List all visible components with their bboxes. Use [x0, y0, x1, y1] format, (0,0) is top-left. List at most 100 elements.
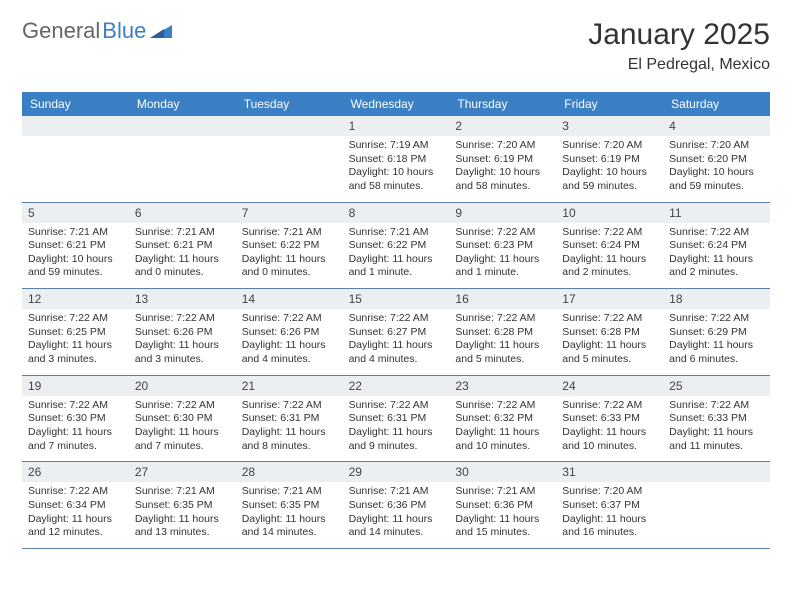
day-cell [22, 116, 129, 203]
dow-cell: Wednesday [343, 92, 450, 116]
day-details: Sunrise: 7:21 AMSunset: 6:22 PMDaylight:… [349, 226, 444, 281]
week-row: 5 Sunrise: 7:21 AMSunset: 6:21 PMDaylight… [22, 203, 770, 290]
page-header: GeneralBlue January 2025 El Pedregal, Me… [22, 18, 770, 74]
day-number: 28 [236, 462, 343, 482]
day-number: 2 [449, 116, 556, 136]
day-number: 14 [236, 289, 343, 309]
day-cell: 2 Sunrise: 7:20 AMSunset: 6:19 PMDaylight… [449, 116, 556, 203]
brand-triangle-icon [150, 18, 172, 44]
week-row: 19 Sunrise: 7:22 AMSunset: 6:30 PMDayligh… [22, 376, 770, 463]
day-details: Sunrise: 7:20 AMSunset: 6:19 PMDaylight:… [455, 139, 550, 194]
day-number: 13 [129, 289, 236, 309]
day-details: Sunrise: 7:21 AMSunset: 6:36 PMDaylight:… [455, 485, 550, 540]
brand-part1: General [22, 18, 100, 44]
day-number: 5 [22, 203, 129, 223]
day-number: 1 [343, 116, 450, 136]
day-number: 7 [236, 203, 343, 223]
day-cell: 16 Sunrise: 7:22 AMSunset: 6:28 PMDayligh… [449, 289, 556, 376]
day-details: Sunrise: 7:22 AMSunset: 6:26 PMDaylight:… [242, 312, 337, 367]
day-number: 8 [343, 203, 450, 223]
dow-cell: Friday [556, 92, 663, 116]
day-details: Sunrise: 7:22 AMSunset: 6:30 PMDaylight:… [28, 399, 123, 454]
day-details: Sunrise: 7:22 AMSunset: 6:33 PMDaylight:… [669, 399, 764, 454]
day-number: 29 [343, 462, 450, 482]
day-cell: 28 Sunrise: 7:21 AMSunset: 6:35 PMDayligh… [236, 462, 343, 549]
day-cell: 1 Sunrise: 7:19 AMSunset: 6:18 PMDaylight… [343, 116, 450, 203]
day-cell: 6 Sunrise: 7:21 AMSunset: 6:21 PMDaylight… [129, 203, 236, 290]
week-row: 1 Sunrise: 7:19 AMSunset: 6:18 PMDaylight… [22, 116, 770, 203]
brand-part2: Blue [102, 18, 146, 44]
day-cell: 11 Sunrise: 7:22 AMSunset: 6:24 PMDayligh… [663, 203, 770, 290]
day-number: 31 [556, 462, 663, 482]
day-number: 19 [22, 376, 129, 396]
week-row: 26 Sunrise: 7:22 AMSunset: 6:34 PMDayligh… [22, 462, 770, 549]
day-number [236, 116, 343, 136]
day-number [22, 116, 129, 136]
day-number: 27 [129, 462, 236, 482]
dow-cell: Monday [129, 92, 236, 116]
day-cell: 19 Sunrise: 7:22 AMSunset: 6:30 PMDayligh… [22, 376, 129, 463]
day-details: Sunrise: 7:22 AMSunset: 6:24 PMDaylight:… [669, 226, 764, 281]
day-number: 9 [449, 203, 556, 223]
day-cell: 9Sunrise: 7:22 AMSunset: 6:23 PMDaylight… [449, 203, 556, 290]
day-details: Sunrise: 7:21 AMSunset: 6:21 PMDaylight:… [135, 226, 230, 281]
day-details: Sunrise: 7:22 AMSunset: 6:24 PMDaylight:… [562, 226, 657, 281]
day-details: Sunrise: 7:22 AMSunset: 6:28 PMDaylight:… [455, 312, 550, 367]
day-cell: 7 Sunrise: 7:21 AMSunset: 6:22 PMDaylight… [236, 203, 343, 290]
day-number: 26 [22, 462, 129, 482]
day-cell: 13 Sunrise: 7:22 AMSunset: 6:26 PMDayligh… [129, 289, 236, 376]
calendar-grid: SundayMondayTuesdayWednesdayThursdayFrid… [22, 92, 770, 549]
dow-cell: Sunday [22, 92, 129, 116]
day-number: 4 [663, 116, 770, 136]
day-cell: 4 Sunrise: 7:20 AMSunset: 6:20 PMDaylight… [663, 116, 770, 203]
day-cell [663, 462, 770, 549]
day-details: Sunrise: 7:22 AMSunset: 6:33 PMDaylight:… [562, 399, 657, 454]
day-cell: 23Sunrise: 7:22 AMSunset: 6:32 PMDayligh… [449, 376, 556, 463]
day-number: 25 [663, 376, 770, 396]
day-details: Sunrise: 7:22 AMSunset: 6:27 PMDaylight:… [349, 312, 444, 367]
day-details: Sunrise: 7:22 AMSunset: 6:32 PMDaylight:… [455, 399, 550, 454]
day-cell: 21Sunrise: 7:22 AMSunset: 6:31 PMDayligh… [236, 376, 343, 463]
day-details: Sunrise: 7:22 AMSunset: 6:26 PMDaylight:… [135, 312, 230, 367]
day-details: Sunrise: 7:20 AMSunset: 6:37 PMDaylight:… [562, 485, 657, 540]
day-number: 17 [556, 289, 663, 309]
day-number: 11 [663, 203, 770, 223]
day-cell: 12Sunrise: 7:22 AMSunset: 6:25 PMDayligh… [22, 289, 129, 376]
day-details: Sunrise: 7:22 AMSunset: 6:31 PMDaylight:… [242, 399, 337, 454]
day-details: Sunrise: 7:22 AMSunset: 6:29 PMDaylight:… [669, 312, 764, 367]
day-details: Sunrise: 7:21 AMSunset: 6:22 PMDaylight:… [242, 226, 337, 281]
location-label: El Pedregal, Mexico [588, 56, 770, 74]
day-cell [236, 116, 343, 203]
day-details: Sunrise: 7:21 AMSunset: 6:36 PMDaylight:… [349, 485, 444, 540]
day-cell: 30Sunrise: 7:21 AMSunset: 6:36 PMDayligh… [449, 462, 556, 549]
day-cell: 14 Sunrise: 7:22 AMSunset: 6:26 PMDayligh… [236, 289, 343, 376]
day-details: Sunrise: 7:19 AMSunset: 6:18 PMDaylight:… [349, 139, 444, 194]
day-cell: 17Sunrise: 7:22 AMSunset: 6:28 PMDayligh… [556, 289, 663, 376]
day-cell: 24 Sunrise: 7:22 AMSunset: 6:33 PMDayligh… [556, 376, 663, 463]
dow-header-row: SundayMondayTuesdayWednesdayThursdayFrid… [22, 92, 770, 116]
dow-cell: Saturday [663, 92, 770, 116]
calendar-page: GeneralBlue January 2025 El Pedregal, Me… [0, 0, 792, 567]
day-details: Sunrise: 7:22 AMSunset: 6:34 PMDaylight:… [28, 485, 123, 540]
day-details: Sunrise: 7:21 AMSunset: 6:35 PMDaylight:… [242, 485, 337, 540]
title-block: January 2025 El Pedregal, Mexico [588, 18, 770, 74]
day-number: 3 [556, 116, 663, 136]
day-details: Sunrise: 7:22 AMSunset: 6:31 PMDaylight:… [349, 399, 444, 454]
day-number: 12 [22, 289, 129, 309]
day-number: 6 [129, 203, 236, 223]
day-number: 16 [449, 289, 556, 309]
day-details: Sunrise: 7:20 AMSunset: 6:20 PMDaylight:… [669, 139, 764, 194]
day-number: 22 [343, 376, 450, 396]
day-cell: 18Sunrise: 7:22 AMSunset: 6:29 PMDayligh… [663, 289, 770, 376]
day-cell: 26 Sunrise: 7:22 AMSunset: 6:34 PMDayligh… [22, 462, 129, 549]
day-number: 20 [129, 376, 236, 396]
day-cell: 25 Sunrise: 7:22 AMSunset: 6:33 PMDayligh… [663, 376, 770, 463]
day-cell: 29 Sunrise: 7:21 AMSunset: 6:36 PMDayligh… [343, 462, 450, 549]
day-number: 15 [343, 289, 450, 309]
dow-cell: Thursday [449, 92, 556, 116]
day-number: 24 [556, 376, 663, 396]
day-number [663, 462, 770, 482]
day-cell: 31 Sunrise: 7:20 AMSunset: 6:37 PMDayligh… [556, 462, 663, 549]
day-cell: 10Sunrise: 7:22 AMSunset: 6:24 PMDayligh… [556, 203, 663, 290]
day-cell [129, 116, 236, 203]
